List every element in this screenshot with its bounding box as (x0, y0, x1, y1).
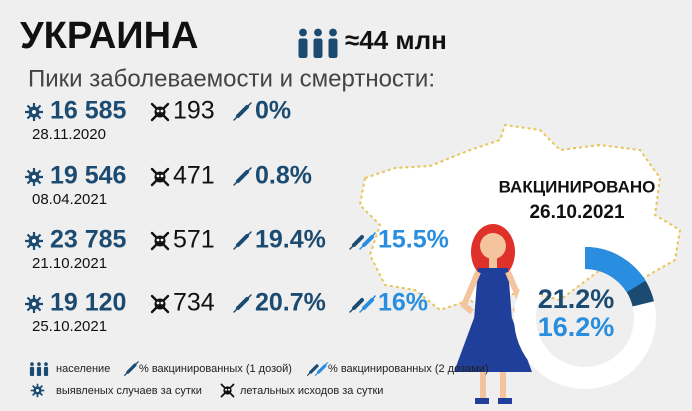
vaccination-date: 26.10.2021 (529, 202, 625, 223)
deaths: 193 (173, 97, 215, 125)
icon (24, 102, 44, 122)
vaccination-title: ВАКЦИНИРОВАНО (499, 177, 656, 196)
date: 28.11.2020 (32, 126, 106, 143)
date: 21.10.2021 (32, 255, 107, 272)
cases: 19 546 (50, 162, 126, 190)
cases: 23 785 (50, 226, 127, 254)
dose1: 20.7% (255, 289, 326, 317)
deaths: 471 (173, 162, 215, 190)
date: 25.10.2021 (32, 318, 107, 335)
cases: 16 585 (50, 97, 127, 125)
legend-deaths: летальных исходов за сутки (240, 385, 383, 397)
legend-population: население (56, 363, 110, 375)
deaths: 734 (173, 289, 215, 317)
icon (24, 167, 44, 187)
date: 08.04.2021 (32, 191, 107, 208)
vaccinated-dose2: 16.2% (538, 312, 615, 342)
dose1: 19.4% (255, 226, 326, 254)
icon (24, 294, 44, 314)
cases: 19 120 (50, 289, 126, 317)
donut-arc (584, 247, 646, 293)
deaths: 571 (173, 226, 215, 254)
legend-cases: выявленых случаев за сутки (56, 385, 202, 397)
vaccinated-dose1: 21.2% (538, 284, 615, 314)
population-icon (298, 28, 338, 58)
dose2: 16% (378, 289, 428, 317)
population: ≈44 млн (345, 25, 447, 55)
legend-dose1: % вакцинированных (1 дозой) (139, 363, 292, 375)
title: УКРАИНА (20, 15, 198, 57)
legend-icon (29, 362, 49, 376)
dose1: 0% (255, 97, 291, 125)
dose2: 15.5% (378, 226, 449, 254)
dose1: 0.8% (255, 162, 312, 190)
subtitle: Пики заболеваемости и смертности: (28, 65, 435, 92)
icon (24, 231, 44, 251)
legend-icon (30, 383, 45, 398)
legend-dose2: % вакцинированных (2 дозами) (328, 363, 489, 375)
